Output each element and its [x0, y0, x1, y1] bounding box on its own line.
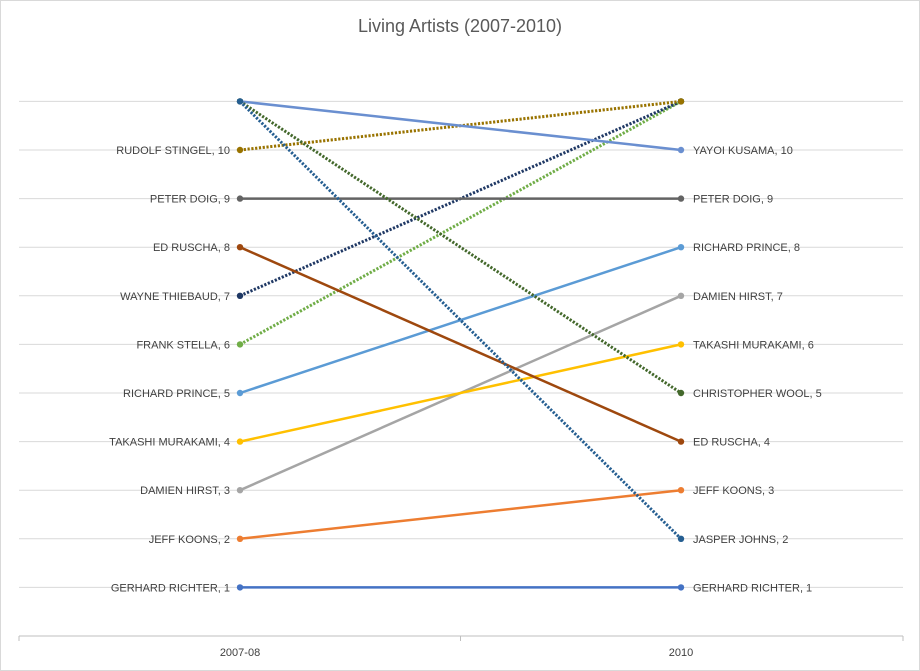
data-label: PETER DOIG, 9	[693, 194, 773, 206]
data-label: CHRISTOPHER WOOL, 5	[693, 388, 822, 400]
data-label: ED RUSCHA, 8	[153, 242, 230, 254]
series-line	[239, 100, 682, 152]
data-label: FRANK STELLA, 6	[136, 339, 230, 351]
series-point	[236, 535, 244, 542]
data-label: YAYOI KUSAMA, 10	[693, 145, 793, 157]
data-label: TAKASHI MURAKAMI, 6	[693, 339, 814, 351]
series-line	[238, 100, 683, 540]
series-point	[236, 584, 244, 591]
data-label: DAMIEN HIRST, 7	[693, 291, 783, 303]
data-label: JEFF KOONS, 2	[149, 534, 230, 546]
data-label: RICHARD PRINCE, 8	[693, 242, 800, 254]
x-axis-tick-label: 2010	[669, 647, 693, 659]
data-label: DAMIEN HIRST, 3	[140, 485, 230, 497]
series-point	[236, 389, 244, 397]
series-point	[677, 341, 685, 348]
series-point	[236, 438, 244, 445]
series-point	[677, 98, 685, 105]
series-point	[677, 535, 685, 542]
series-point	[677, 389, 685, 397]
series-point	[677, 292, 685, 299]
data-label: PETER DOIG, 9	[150, 194, 230, 206]
series-point	[236, 487, 244, 494]
data-label: JASPER JOHNS, 2	[693, 534, 788, 546]
data-label: GERHARD RICHTER, 1	[111, 582, 230, 594]
series-line	[239, 100, 682, 395]
series-point	[236, 244, 244, 251]
series-line	[239, 343, 682, 443]
series-line	[239, 246, 682, 443]
series-line	[239, 246, 682, 395]
data-label: ED RUSCHA, 4	[693, 437, 770, 449]
series-point	[236, 146, 244, 154]
data-label: GERHARD RICHTER, 1	[693, 582, 812, 594]
series-point	[236, 195, 244, 202]
data-label: JEFF KOONS, 3	[693, 485, 774, 497]
series-point	[677, 146, 685, 154]
x-axis-tick-label: 2007-08	[220, 647, 260, 659]
series-line	[239, 100, 682, 346]
series-point	[677, 487, 685, 494]
series-point	[677, 244, 685, 251]
data-label: WAYNE THIEBAUD, 7	[120, 291, 230, 303]
data-label: RUDOLF STINGEL, 10	[116, 145, 230, 157]
series-point	[236, 98, 244, 105]
data-label: TAKASHI MURAKAMI, 4	[109, 437, 230, 449]
series-line	[239, 488, 682, 541]
series-point	[677, 438, 685, 445]
data-label: RICHARD PRINCE, 5	[123, 388, 230, 400]
series-point	[677, 584, 685, 591]
series-point	[677, 195, 685, 202]
series-point	[236, 292, 244, 299]
series-point	[236, 341, 244, 348]
chart-title: Living Artists (2007-2010)	[357, 16, 563, 36]
